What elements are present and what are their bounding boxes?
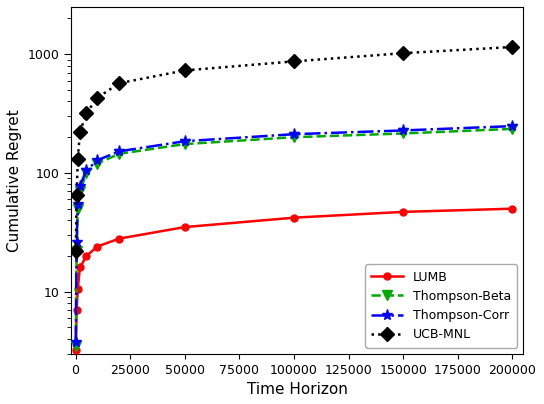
LUMB [75, 287, 81, 292]
Thompson-Beta [75, 206, 81, 211]
LUMB [400, 209, 406, 214]
Thompson-Beta [509, 126, 516, 131]
Line: Thompson-Beta: Thompson-Beta [71, 124, 517, 351]
Thompson-Beta [94, 161, 101, 166]
Thompson-Corr [75, 201, 81, 206]
Line: Thompson-Corr: Thompson-Corr [70, 120, 518, 347]
Y-axis label: Cumulative Regret: Cumulative Regret [7, 109, 22, 252]
LUMB [72, 348, 79, 353]
Thompson-Beta [72, 343, 79, 348]
Thompson-Corr [72, 339, 79, 344]
Thompson-Corr [83, 168, 90, 173]
UCB-MNL [400, 51, 406, 56]
LUMB [77, 265, 83, 270]
UCB-MNL [94, 95, 101, 100]
Thompson-Corr [73, 240, 80, 245]
LUMB [73, 308, 80, 313]
UCB-MNL [509, 44, 516, 49]
UCB-MNL [83, 111, 90, 116]
LUMB [509, 206, 516, 211]
Thompson-Corr [290, 132, 297, 137]
LUMB [83, 254, 90, 259]
Thompson-Beta [116, 152, 122, 156]
Thompson-Beta [290, 135, 297, 140]
UCB-MNL [116, 81, 122, 86]
Thompson-Corr [94, 158, 101, 163]
LUMB [94, 244, 101, 249]
Thompson-Corr [116, 149, 122, 154]
Thompson-Corr [509, 124, 516, 128]
UCB-MNL [73, 193, 80, 198]
X-axis label: Time Horizon: Time Horizon [247, 382, 348, 397]
UCB-MNL [75, 157, 81, 162]
UCB-MNL [290, 59, 297, 64]
Thompson-Beta [400, 131, 406, 136]
UCB-MNL [182, 68, 188, 73]
Thompson-Corr [400, 128, 406, 133]
Line: LUMB: LUMB [72, 205, 516, 354]
Thompson-Beta [77, 189, 83, 194]
LUMB [116, 236, 122, 241]
Thompson-Corr [77, 183, 83, 188]
Legend: LUMB, Thompson-Beta, Thompson-Corr, UCB-MNL: LUMB, Thompson-Beta, Thompson-Corr, UCB-… [365, 264, 517, 347]
Thompson-Beta [73, 248, 80, 253]
UCB-MNL [77, 130, 83, 135]
LUMB [290, 215, 297, 220]
UCB-MNL [72, 248, 79, 253]
Thompson-Corr [182, 139, 188, 144]
LUMB [182, 225, 188, 229]
Thompson-Beta [83, 170, 90, 175]
Line: UCB-MNL: UCB-MNL [71, 42, 517, 256]
Thompson-Beta [182, 142, 188, 147]
